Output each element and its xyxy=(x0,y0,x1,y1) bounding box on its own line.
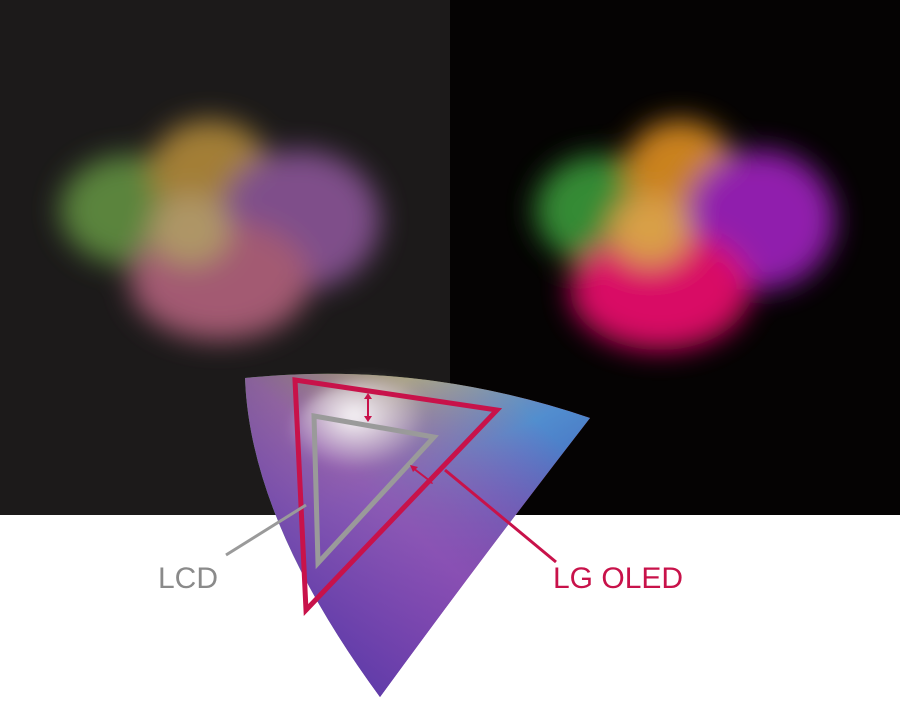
lcd-triangle xyxy=(311,413,439,570)
lcd-explosion xyxy=(60,120,380,340)
oled-explosion xyxy=(535,120,835,350)
lcd-label: LCD xyxy=(158,562,218,595)
gap-arrows xyxy=(364,393,433,484)
oled-triangle xyxy=(292,377,503,616)
oled-label: LG OLED xyxy=(553,562,683,595)
lcd-leader xyxy=(225,503,307,557)
color-gamut xyxy=(245,373,590,697)
oled-leader xyxy=(444,468,557,564)
